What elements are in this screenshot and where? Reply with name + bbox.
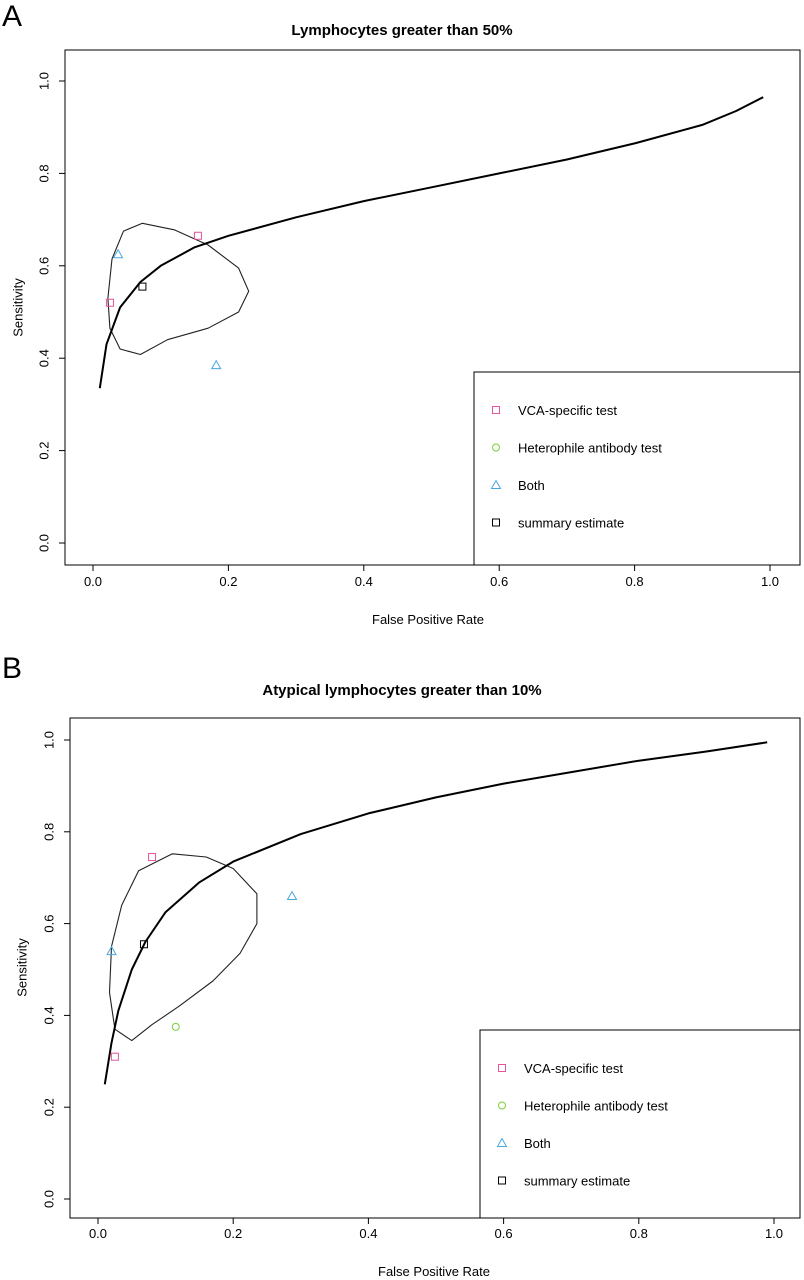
legend-marker-heterophile-antibody-test-a <box>492 443 500 452</box>
x-tick-label-a: 0.0 <box>84 574 102 589</box>
panel-label-a: A <box>2 0 23 33</box>
legend-marker-heterophile-antibody-test-b <box>498 1101 506 1110</box>
x-tick-label-b: 0.2 <box>224 1226 242 1241</box>
data-point-vca-specific-test-b <box>148 853 157 862</box>
y-tick-label-b: 0.6 <box>41 915 56 933</box>
x-tick-label-a: 1.0 <box>761 574 779 589</box>
confidence-region-a <box>107 222 250 356</box>
x-tick-label-b: 0.4 <box>359 1226 377 1241</box>
data-point-both-a <box>112 248 124 259</box>
plot-area-a: 0.0 0.2 0.4 0.6 0.8 1.0 0.0 0.2 0.4 0.6 0.8 1.0 VCA-… <box>36 49 801 589</box>
legend-marker-vca-specific-test-a <box>492 406 500 414</box>
legend-marker-both-b <box>496 1137 508 1147</box>
legend-label-vca-specific-test-b: VCA-specific test <box>524 1061 623 1076</box>
y-tick-label-b: 0.0 <box>41 1190 56 1208</box>
plot-frame-b <box>69 717 801 1219</box>
data-point-heterophile-antibody-test-b <box>171 1022 180 1031</box>
x-tick-label-b: 0.0 <box>89 1226 107 1241</box>
x-tick-label-a: 0.8 <box>626 574 644 589</box>
legend-label-heterophile-antibody-test-a: Heterophile antibody test <box>518 441 662 456</box>
legend-label-vca-specific-test-a: VCA-specific test <box>518 403 617 418</box>
legend-label-summary-estimate-a: summary estimate <box>518 516 624 531</box>
chart-title-b: Atypical lymphocytes greater than 10% <box>262 682 542 699</box>
legend-label-summary-estimate-b: summary estimate <box>524 1174 630 1189</box>
panel-label-b: B <box>2 652 23 685</box>
y-tick-label-a: 0.4 <box>36 349 51 367</box>
y-tick-label-a: 1.0 <box>36 72 51 90</box>
data-point-vca-specific-test-a <box>105 298 114 307</box>
data-point-summary-estimate-a <box>138 282 147 291</box>
x-tick-label-b: 0.6 <box>495 1226 513 1241</box>
legend-label-both-b: Both <box>524 1136 551 1151</box>
x-tick-label-a: 0.2 <box>219 574 237 589</box>
data-point-both-b <box>286 890 298 901</box>
legend-marker-summary-estimate-b <box>498 1176 506 1185</box>
data-point-summary-estimate-b <box>139 940 148 949</box>
x-tick-label-a: 0.4 <box>355 574 373 589</box>
data-point-both-b <box>106 945 117 956</box>
y-tick-label-a: 0.6 <box>36 257 51 275</box>
y-tick-label-b: 0.8 <box>41 823 56 841</box>
x-tick-label-b: 0.8 <box>630 1226 648 1241</box>
legend-box-b <box>479 1029 801 1219</box>
x-axis-label-b: False Positive Rate <box>378 1264 490 1279</box>
legend-marker-both-a <box>490 479 502 489</box>
legend-marker-summary-estimate-a <box>492 518 500 527</box>
y-tick-label-a: 0.8 <box>36 164 51 182</box>
plot-frame-a <box>64 49 801 566</box>
y-tick-label-a: 0.2 <box>36 442 51 460</box>
x-tick-label-b: 1.0 <box>765 1226 783 1241</box>
chart-title-a: Lymphocytes greater than 50% <box>291 22 513 39</box>
data-point-vca-specific-test-a <box>193 231 202 240</box>
x-axis-label-a: False Positive Rate <box>372 612 484 627</box>
legend-label-heterophile-antibody-test-b: Heterophile antibody test <box>524 1099 668 1114</box>
confidence-region-b <box>108 853 258 1042</box>
legend-box-a <box>473 371 801 566</box>
sroc-curve-a <box>98 96 764 389</box>
legend-marker-vca-specific-test-b <box>498 1064 506 1072</box>
y-tick-label-a: 0.0 <box>36 534 51 552</box>
y-tick-label-b: 0.4 <box>41 1006 56 1024</box>
y-tick-label-b: 1.0 <box>41 731 56 749</box>
x-tick-label-a: 0.6 <box>490 574 508 589</box>
data-point-both-a <box>210 359 222 370</box>
legend-label-both-a: Both <box>518 478 545 493</box>
sroc-curve-b <box>103 741 768 1085</box>
data-point-vca-specific-test-b <box>110 1052 119 1061</box>
y-tick-label-b: 0.2 <box>41 1098 56 1116</box>
